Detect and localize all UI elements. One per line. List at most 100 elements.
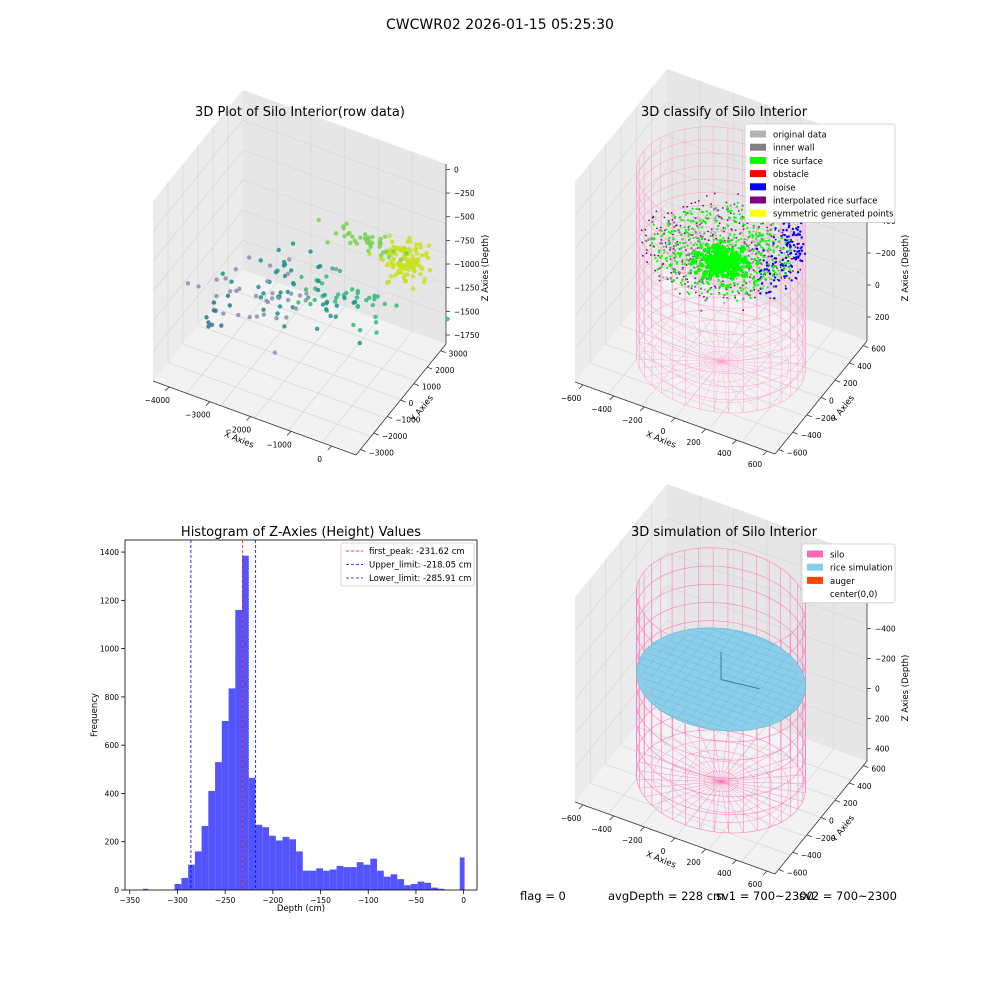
histogram-bar [215,762,222,890]
data-point [395,261,400,266]
silo-spoke [684,312,722,362]
data-point [416,256,421,262]
interpolated-point [769,297,772,299]
rice-point [718,268,724,273]
y-tick [360,449,366,452]
rice-point [684,213,688,216]
noise-point [768,272,772,276]
rice-point [653,233,656,236]
rice-point [669,255,672,258]
data-point [373,320,379,325]
wall-point [650,237,653,240]
silo-spoke [720,361,799,390]
y-tick-label: 600 [871,765,886,774]
rice-point [726,209,729,212]
noise-point [796,250,799,253]
rice-point [667,231,671,234]
histogram-bar [410,884,418,890]
x-tick [246,416,251,421]
noise-point [769,290,772,293]
wall-point [687,253,690,257]
z-tick-label: 200 [875,715,890,724]
rice-point [683,262,687,265]
x-tick-label: −300 [167,896,188,905]
wall-point [683,282,687,286]
interpolated-point [645,252,648,255]
data-point [333,266,339,272]
data-point [372,293,377,298]
rice-point [700,210,703,213]
silo-spoke [713,361,722,412]
wall-point [742,297,745,300]
z-tick-label: −1750 [454,331,480,340]
wall-point [687,252,690,255]
rice-point [752,286,755,289]
interpolated-point [787,270,790,273]
noise-point [783,233,786,237]
interpolated-point [648,219,650,222]
data-point [304,291,309,296]
rice-point [758,279,761,282]
rice-point [706,246,712,251]
rice-point [696,282,699,285]
rice-point [740,289,743,292]
interpolated-point [722,280,724,283]
rice-point [717,278,720,282]
rice-point [704,259,710,265]
rice-mesh-line [755,673,798,726]
wall-point [679,226,682,229]
z-tick-label: −500 [454,213,475,222]
wall-point [687,228,690,231]
rice-point [787,266,791,269]
data-point [388,274,394,279]
data-point [281,263,287,268]
x-tick [327,445,332,451]
rice-point [736,201,740,204]
rice-point [765,239,768,243]
rice-point [709,213,712,216]
wall-point [675,276,679,280]
silo-spoke [720,361,806,373]
data-point [214,277,219,282]
histogram-bar [383,876,391,890]
rice-mesh-line [768,681,803,724]
interpolated-point [642,254,644,257]
rice-point [684,231,688,234]
interpolated-point [694,217,697,220]
data-point [384,249,389,254]
y-tick-label: −400 [801,851,822,860]
rice-point [712,238,715,241]
y-tick-label: 0 [114,886,119,895]
interpolated-point [710,228,713,231]
interpolated-point [688,239,690,241]
silo-spoke [699,361,722,410]
data-point [204,315,209,320]
data-point [342,234,347,239]
rice-mesh-line [728,656,788,730]
wall-point [747,246,750,250]
silo-spoke [720,737,757,782]
rice-point [715,270,720,276]
rice-point [691,207,694,210]
rice-point [732,262,737,268]
rice-point [678,255,682,258]
data-point [333,314,338,319]
interpolated-point [758,225,760,228]
x-tick [762,870,768,876]
rice-point [758,231,761,234]
rice-point [726,292,729,295]
rice-point [704,222,707,225]
rice-point [716,228,719,231]
interpolated-point [710,203,712,205]
noise-point [799,230,802,233]
y-tick-label: 400 [857,782,872,791]
silo-spoke [720,781,806,785]
noise-point [800,236,803,239]
y-tick [849,782,855,786]
rice-point [704,242,709,247]
rice-point [719,259,725,264]
interpolated-point [794,246,797,248]
rice-point [707,276,713,281]
y-tick-label: −200 [815,834,836,843]
rice-point [714,217,717,220]
